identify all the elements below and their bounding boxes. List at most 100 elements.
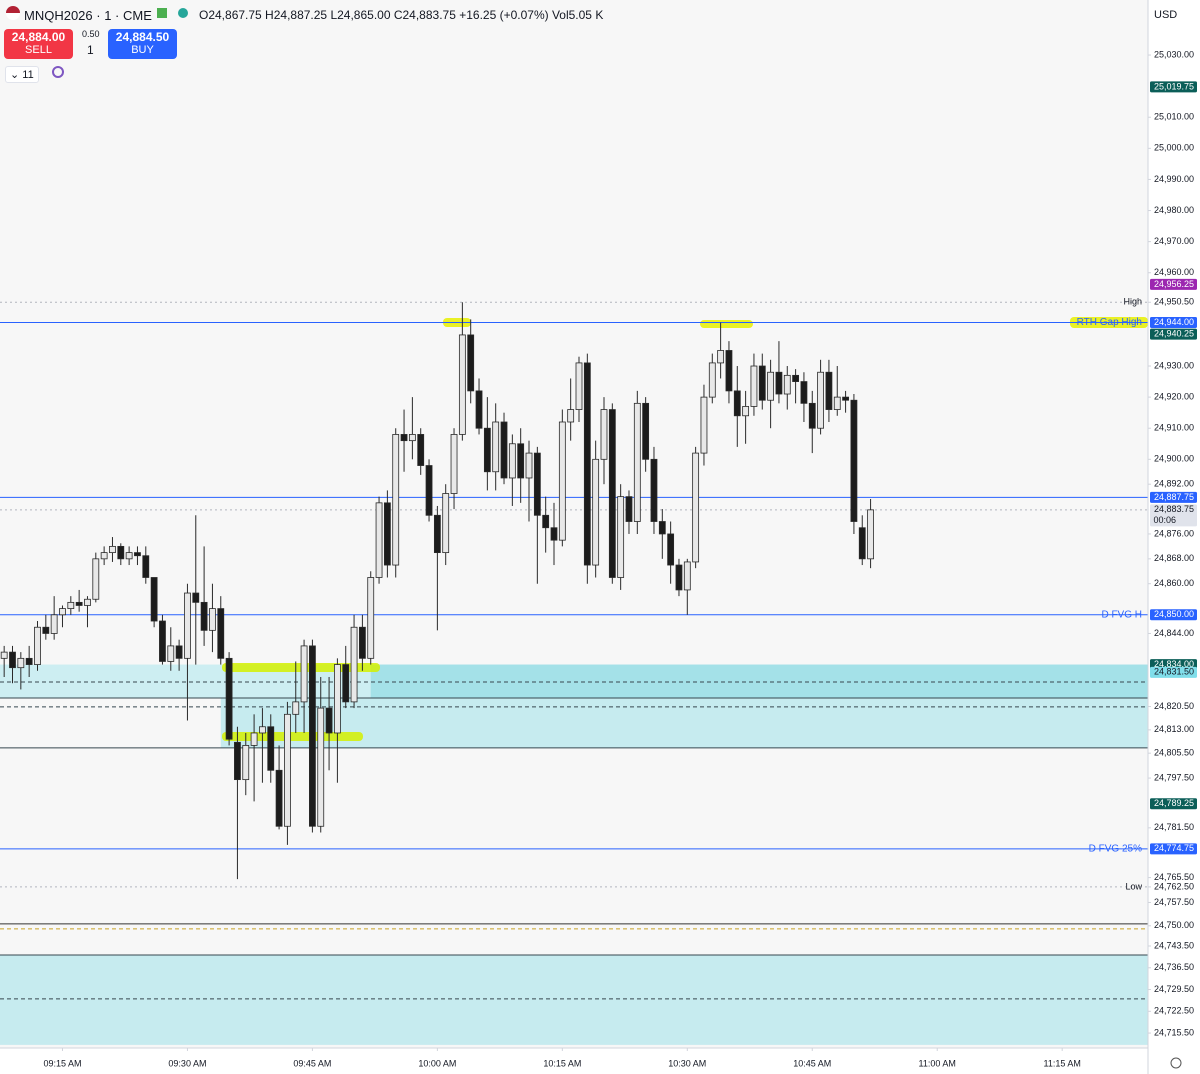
candle-body: [575, 362, 583, 410]
y-tick-label: 24,970.00: [1154, 236, 1194, 246]
y-tick-label: 24,892.00: [1154, 479, 1194, 489]
indicator-count: 11: [22, 69, 34, 81]
candle-body: [492, 421, 500, 473]
x-tick-label: 09:45 AM: [293, 1058, 331, 1068]
candles: [0, 302, 874, 880]
candle-body: [225, 657, 233, 740]
level-name: Low: [1125, 881, 1142, 891]
candle-body: [358, 626, 366, 659]
x-tick-label: 09:30 AM: [168, 1058, 206, 1068]
quantity[interactable]: 1: [87, 43, 94, 57]
candle-body: [483, 427, 491, 473]
levels: High RTH Gap High D FVG H D FVG 25% Low: [0, 297, 1148, 1000]
candle-body: [650, 458, 658, 522]
spread: 0.50: [82, 29, 100, 39]
price-label-timer: 00:06: [1153, 515, 1176, 525]
indicators-toggle[interactable]: ⌄ 11: [5, 66, 39, 83]
candle-body: [109, 545, 116, 554]
candle-body: [117, 545, 125, 560]
candle-body: [708, 362, 716, 398]
price-label: 24,944.00: [1154, 317, 1194, 327]
candle-body: [350, 626, 358, 703]
candle-body: [558, 421, 566, 541]
candle-body: [475, 390, 483, 429]
candle-body: [192, 592, 200, 603]
candle-body: [9, 651, 16, 669]
candle-body: [400, 434, 408, 442]
candle-body: [683, 561, 691, 591]
candle-body: [383, 502, 391, 566]
candle-body: [284, 713, 291, 827]
candle-body: [750, 365, 758, 407]
settings-icon[interactable]: [1170, 1057, 1182, 1069]
candle-body: [408, 434, 416, 442]
candle-body: [367, 577, 375, 659]
candle-body: [209, 608, 216, 631]
candle-body: [583, 362, 591, 566]
y-tick-label: 25,030.00: [1154, 49, 1194, 59]
candle-body: [334, 664, 341, 734]
candle-body: [275, 769, 283, 827]
candle-body: [92, 558, 100, 600]
candle-body: [733, 390, 741, 417]
y-tick-label: 24,765.50: [1154, 872, 1194, 882]
y-tick-label: 24,781.50: [1154, 822, 1194, 832]
candle-body: [458, 334, 466, 435]
level-name: RTH Gap High: [1077, 317, 1142, 328]
y-tick-label: 24,960.00: [1154, 267, 1194, 277]
price-label-box: [1150, 609, 1197, 621]
candle-body: [34, 626, 41, 665]
price-label: 24,887.75: [1154, 492, 1194, 502]
candle-body: [317, 707, 325, 827]
x-tick-label: 10:00 AM: [418, 1058, 456, 1068]
sell-button[interactable]: 24,884.00 SELL: [4, 29, 73, 59]
candle-body: [525, 452, 533, 479]
candle-body: [592, 458, 600, 566]
candle-body: [300, 645, 308, 703]
y-tick-label: 24,900.00: [1154, 454, 1194, 464]
sync-icon[interactable]: [52, 66, 64, 78]
price-label-box: [1150, 491, 1197, 503]
candle-body: [467, 334, 475, 392]
candle-body: [442, 493, 450, 554]
candle-body: [675, 564, 683, 591]
price-axis: [1148, 0, 1200, 1074]
zone: [220, 697, 1148, 748]
candle-body: [758, 365, 766, 401]
candle-body: [217, 608, 225, 659]
buy-button[interactable]: 24,884.50 BUY: [108, 29, 177, 59]
candle-body: [842, 396, 849, 401]
candle-body: [725, 350, 733, 392]
flag-icon: [6, 6, 20, 20]
y-tick-label: 24,868.00: [1154, 553, 1194, 563]
candle-body: [517, 443, 525, 479]
price-label-box: [1150, 504, 1197, 527]
buy-label: BUY: [131, 44, 154, 56]
level-name: D FVG 25%: [1089, 843, 1142, 854]
candle-body: [242, 745, 250, 781]
y-tick-label: 24,805.50: [1154, 748, 1194, 758]
candle-body: [642, 402, 650, 460]
y-tick-label: 24,990.00: [1154, 174, 1194, 184]
currency[interactable]: USD: [1154, 9, 1178, 21]
candle-body: [25, 657, 33, 665]
y-tick-label: 24,722.50: [1154, 1006, 1194, 1016]
candle-body: [200, 601, 208, 631]
candle-body: [292, 701, 300, 715]
price-label: 24,940.25: [1154, 329, 1194, 339]
y-tick-label: 24,729.50: [1154, 984, 1194, 994]
candle-body: [417, 434, 425, 466]
price-label-box: [1150, 278, 1197, 290]
candle-body: [84, 598, 91, 606]
axis-labels: 09:15 AM 09:30 AM 09:45 AM 10:00 AM 10:15 AM…: [43, 49, 1197, 1068]
sell-price: 24,884.00: [11, 30, 66, 44]
y-tick-label: 24,910.00: [1154, 423, 1194, 433]
highlight: [700, 320, 753, 328]
y-tick-label: 24,813.00: [1154, 724, 1194, 734]
candle-body: [667, 533, 675, 566]
price-label-box: [1150, 666, 1197, 678]
candle-body: [550, 527, 558, 541]
candle-body: [309, 645, 316, 827]
symbol[interactable]: MNQH2026 · 1 · CME: [24, 8, 152, 23]
